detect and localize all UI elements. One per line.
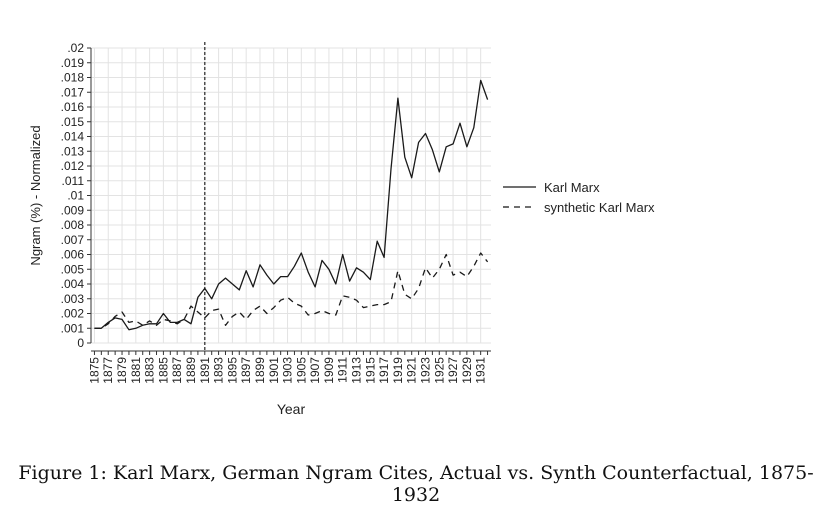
legend-label: Karl Marx [544,180,600,195]
x-tick-label: 1875 [87,357,101,384]
figure-caption: Figure 1: Karl Marx, German Ngram Cites,… [18,462,814,506]
series-line-synthetic-karl-marx [94,252,489,329]
x-tick-label: 1897 [239,357,253,384]
legend: Karl Marx synthetic Karl Marx [503,180,655,215]
x-tick-label: 1917 [377,357,391,384]
x-tick-label: 1931 [474,357,488,384]
axes: 0.001.002.003.004.005.006.007.008.009.01… [61,41,491,384]
x-tick-label: 1885 [156,357,170,384]
y-tick-label: .018 [61,71,85,85]
y-tick-label: .009 [61,203,85,217]
x-tick-label: 1903 [281,357,295,384]
x-tick-label: 1925 [432,357,446,384]
y-tick-label: .004 [61,277,85,291]
y-tick-label: .013 [61,144,85,158]
x-tick-label: 1923 [418,357,432,384]
x-tick-label: 1929 [460,357,474,384]
y-tick-label: 0 [77,336,84,350]
series-line-karl-marx [94,79,489,331]
x-tick-label: 1879 [115,357,129,384]
x-tick-label: 1887 [170,357,184,384]
x-tick-label: 1883 [143,357,157,384]
y-tick-label: .008 [61,218,85,232]
y-axis-label: Ngram (%) - Normalized [28,125,43,265]
x-tick-label: 1895 [225,357,239,384]
y-tick-label: .02 [67,41,84,55]
x-tick-label: 1877 [101,357,115,384]
y-tick-label: .014 [61,130,85,144]
y-tick-label: .015 [61,115,85,129]
y-tick-label: .005 [61,262,85,276]
x-tick-label: 1927 [446,357,460,384]
x-tick-label: 1909 [322,357,336,384]
x-axis-label: Year [277,401,306,417]
y-tick-label: .01 [67,189,84,203]
x-tick-label: 1893 [212,357,226,384]
line-chart: 0.001.002.003.004.005.006.007.008.009.01… [28,41,655,417]
x-tick-label: 1891 [198,357,212,384]
gridlines [91,47,491,344]
x-tick-label: 1911 [336,357,350,383]
x-tick-label: 1913 [350,357,364,384]
series-lines [94,79,489,331]
x-tick-label: 1905 [294,357,308,384]
x-tick-label: 1919 [391,357,405,384]
y-tick-label: .012 [61,159,85,173]
x-tick-label: 1921 [405,357,419,384]
x-tick-label: 1899 [253,357,267,384]
y-tick-label: .001 [61,321,85,335]
x-tick-label: 1901 [267,357,281,384]
y-tick-label: .016 [61,100,85,114]
y-tick-label: .017 [61,85,85,99]
y-tick-label: .011 [62,174,85,188]
x-tick-label: 1907 [308,357,322,384]
y-tick-label: .019 [61,56,85,70]
x-tick-label: 1889 [184,357,198,384]
x-tick-label: 1915 [363,357,377,384]
x-tick-label: 1881 [129,357,143,384]
y-tick-label: .007 [61,233,85,247]
y-tick-label: .003 [61,292,85,306]
y-tick-label: .002 [61,307,85,321]
y-tick-label: .006 [61,248,85,262]
legend-label: synthetic Karl Marx [544,200,655,215]
